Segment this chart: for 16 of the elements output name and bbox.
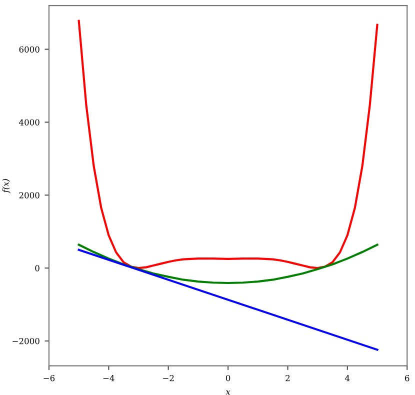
y-tick-label: −2000 [12,338,40,344]
x-tick-label: 4 [345,374,350,382]
x-tick-label: −6 [44,374,55,382]
x-tick-label: −2 [163,374,174,382]
x-axis-title: x [226,390,230,395]
line-series [78,20,378,270]
x-tick-label: 6 [405,374,410,382]
x-tick-label: 0 [226,374,230,382]
y-tick-label: 0 [35,265,40,272]
x-tick-label: 2 [286,374,290,382]
y-tick-label: 4000 [18,119,40,126]
line-series [78,244,378,284]
y-tick-label: 2000 [19,192,40,198]
y-tick-label: 6000 [19,46,40,53]
y-axis-title: f(x) [2,179,10,194]
x-tick-label: −4 [103,374,114,382]
